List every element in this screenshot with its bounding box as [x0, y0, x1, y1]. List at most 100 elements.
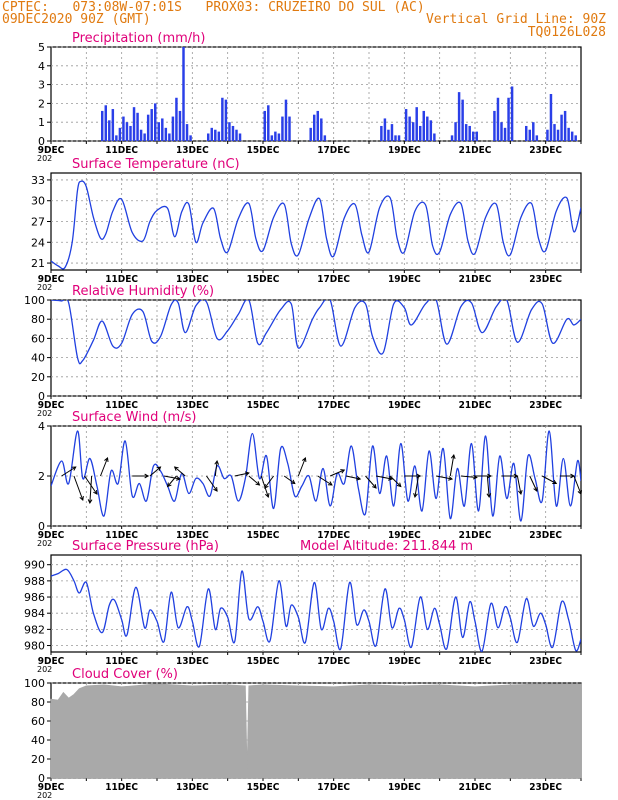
- wind-arrow-head: [290, 479, 296, 485]
- wind-arrow-head: [356, 476, 362, 481]
- precip-bar: [136, 112, 139, 141]
- precip-bar: [429, 120, 433, 141]
- x-tick-label: 23DEC: [529, 530, 562, 541]
- precip-bar: [157, 122, 161, 141]
- wind-arrow-head: [104, 457, 109, 463]
- precip-bar: [288, 116, 291, 141]
- precip-bar: [426, 116, 429, 141]
- x-tick-label: 15DEC: [247, 782, 280, 793]
- y-tick-label: 80: [31, 696, 45, 709]
- panel-4: 980 982 984 986 988 990 9DEC 11DEC 13DEC 15DEC 17D…: [24, 539, 582, 674]
- precip-bar: [320, 118, 323, 141]
- precip-bar: [111, 109, 115, 141]
- y-tick-label: 980: [24, 640, 45, 653]
- wind-arrow-head: [472, 474, 478, 480]
- x-tick-label: 11DEC: [105, 782, 138, 793]
- wind-arrow-head: [71, 466, 77, 471]
- y-tick-label: 20: [31, 753, 45, 766]
- y-tick-label: 27: [31, 216, 45, 229]
- precip-bar: [129, 125, 132, 141]
- y-tick-label: 988: [24, 575, 45, 588]
- wind-arrow: [460, 475, 477, 478]
- x-tick-label: 21DEC: [459, 530, 492, 541]
- x-tick-label: 13DEC: [176, 145, 209, 156]
- wind-arrow: [317, 475, 333, 486]
- precip-bar: [210, 127, 214, 141]
- precip-bar: [380, 125, 383, 141]
- x-tick-label: 21DEC: [459, 400, 492, 411]
- header-line-2-left: 09DEC2020 90Z (GMT): [2, 12, 151, 27]
- x-tick-label: 17DEC: [317, 145, 350, 156]
- wind-arrow: [365, 475, 377, 489]
- x-year-fragment: 202: [37, 665, 52, 674]
- precip-bar: [150, 109, 153, 141]
- precip-bar: [168, 133, 171, 141]
- wind-arrow-head: [255, 481, 261, 486]
- precip-bar: [570, 131, 574, 141]
- y-tick-label: 3: [38, 79, 45, 92]
- precip-bar: [503, 127, 507, 141]
- precip-bar: [411, 122, 415, 141]
- precip-bar: [238, 133, 242, 141]
- precip-bar: [189, 135, 192, 141]
- precip-bar: [100, 110, 104, 141]
- series-line: [51, 568, 581, 652]
- wind-arrow-head: [340, 469, 346, 474]
- precip-bar: [532, 122, 535, 141]
- y-tick-label: 20: [31, 371, 45, 384]
- x-tick-label: 19DEC: [388, 274, 421, 285]
- precip-bar: [281, 116, 284, 141]
- y-tick-label: 2: [38, 97, 45, 110]
- x-tick-label: 9DEC: [38, 145, 65, 156]
- precip-bar: [535, 135, 539, 141]
- wind-arrow-head: [166, 482, 172, 488]
- x-tick-label: 17DEC: [317, 656, 350, 667]
- y-tick-label: 990: [24, 559, 45, 572]
- precip-bar: [468, 125, 471, 141]
- x-tick-label: 9DEC: [38, 274, 65, 285]
- wind-arrow-head: [388, 476, 393, 481]
- precip-bar: [457, 92, 461, 141]
- x-tick-label: 19DEC: [388, 145, 421, 156]
- x-tick-label: 15DEC: [247, 656, 280, 667]
- x-year-fragment: 202: [37, 791, 52, 800]
- x-tick-label: 17DEC: [317, 530, 350, 541]
- wind-arrow-head: [265, 492, 270, 498]
- x-tick-label: 23DEC: [529, 145, 562, 156]
- wind-arrow-head: [79, 495, 84, 501]
- panel-title: Surface Pressure (hPa): [72, 539, 219, 554]
- wind-arrow-head: [533, 486, 538, 492]
- precip-bar: [471, 131, 475, 141]
- precip-bar: [139, 129, 143, 141]
- y-tick-label: 982: [24, 623, 45, 636]
- y-tick-label: 4: [38, 420, 45, 433]
- precip-bar: [284, 99, 288, 141]
- precip-bar: [235, 129, 238, 141]
- precip-bar: [528, 129, 532, 141]
- wind-arrow: [149, 466, 161, 477]
- x-tick-label: 23DEC: [529, 274, 562, 285]
- wind-arrow: [214, 460, 218, 477]
- y-tick-label: 40: [31, 734, 45, 747]
- precip-bar: [507, 97, 510, 141]
- precip-bar: [206, 133, 210, 141]
- wind-arrow-head: [413, 493, 418, 499]
- precip-bar: [454, 122, 457, 141]
- y-tick-label: 21: [31, 257, 45, 270]
- wind-arrow-head: [448, 476, 454, 481]
- precip-bar: [323, 135, 327, 141]
- wind-arrow-head: [214, 459, 220, 465]
- x-tick-label: 13DEC: [176, 782, 209, 793]
- precip-bar: [228, 122, 231, 141]
- series-line: [51, 430, 581, 522]
- precip-bar: [217, 131, 221, 141]
- wind-arrow-head: [87, 499, 93, 505]
- wind-arrow: [167, 475, 177, 487]
- x-tick-label: 23DEC: [529, 400, 562, 411]
- header-line-2-right: Vertical Grid Line: 90Z: [425, 12, 606, 27]
- wind-arrow: [264, 475, 275, 489]
- x-tick-label: 11DEC: [105, 400, 138, 411]
- panel-title: Surface Temperature (nC): [72, 157, 240, 172]
- x-tick-label: 19DEC: [388, 530, 421, 541]
